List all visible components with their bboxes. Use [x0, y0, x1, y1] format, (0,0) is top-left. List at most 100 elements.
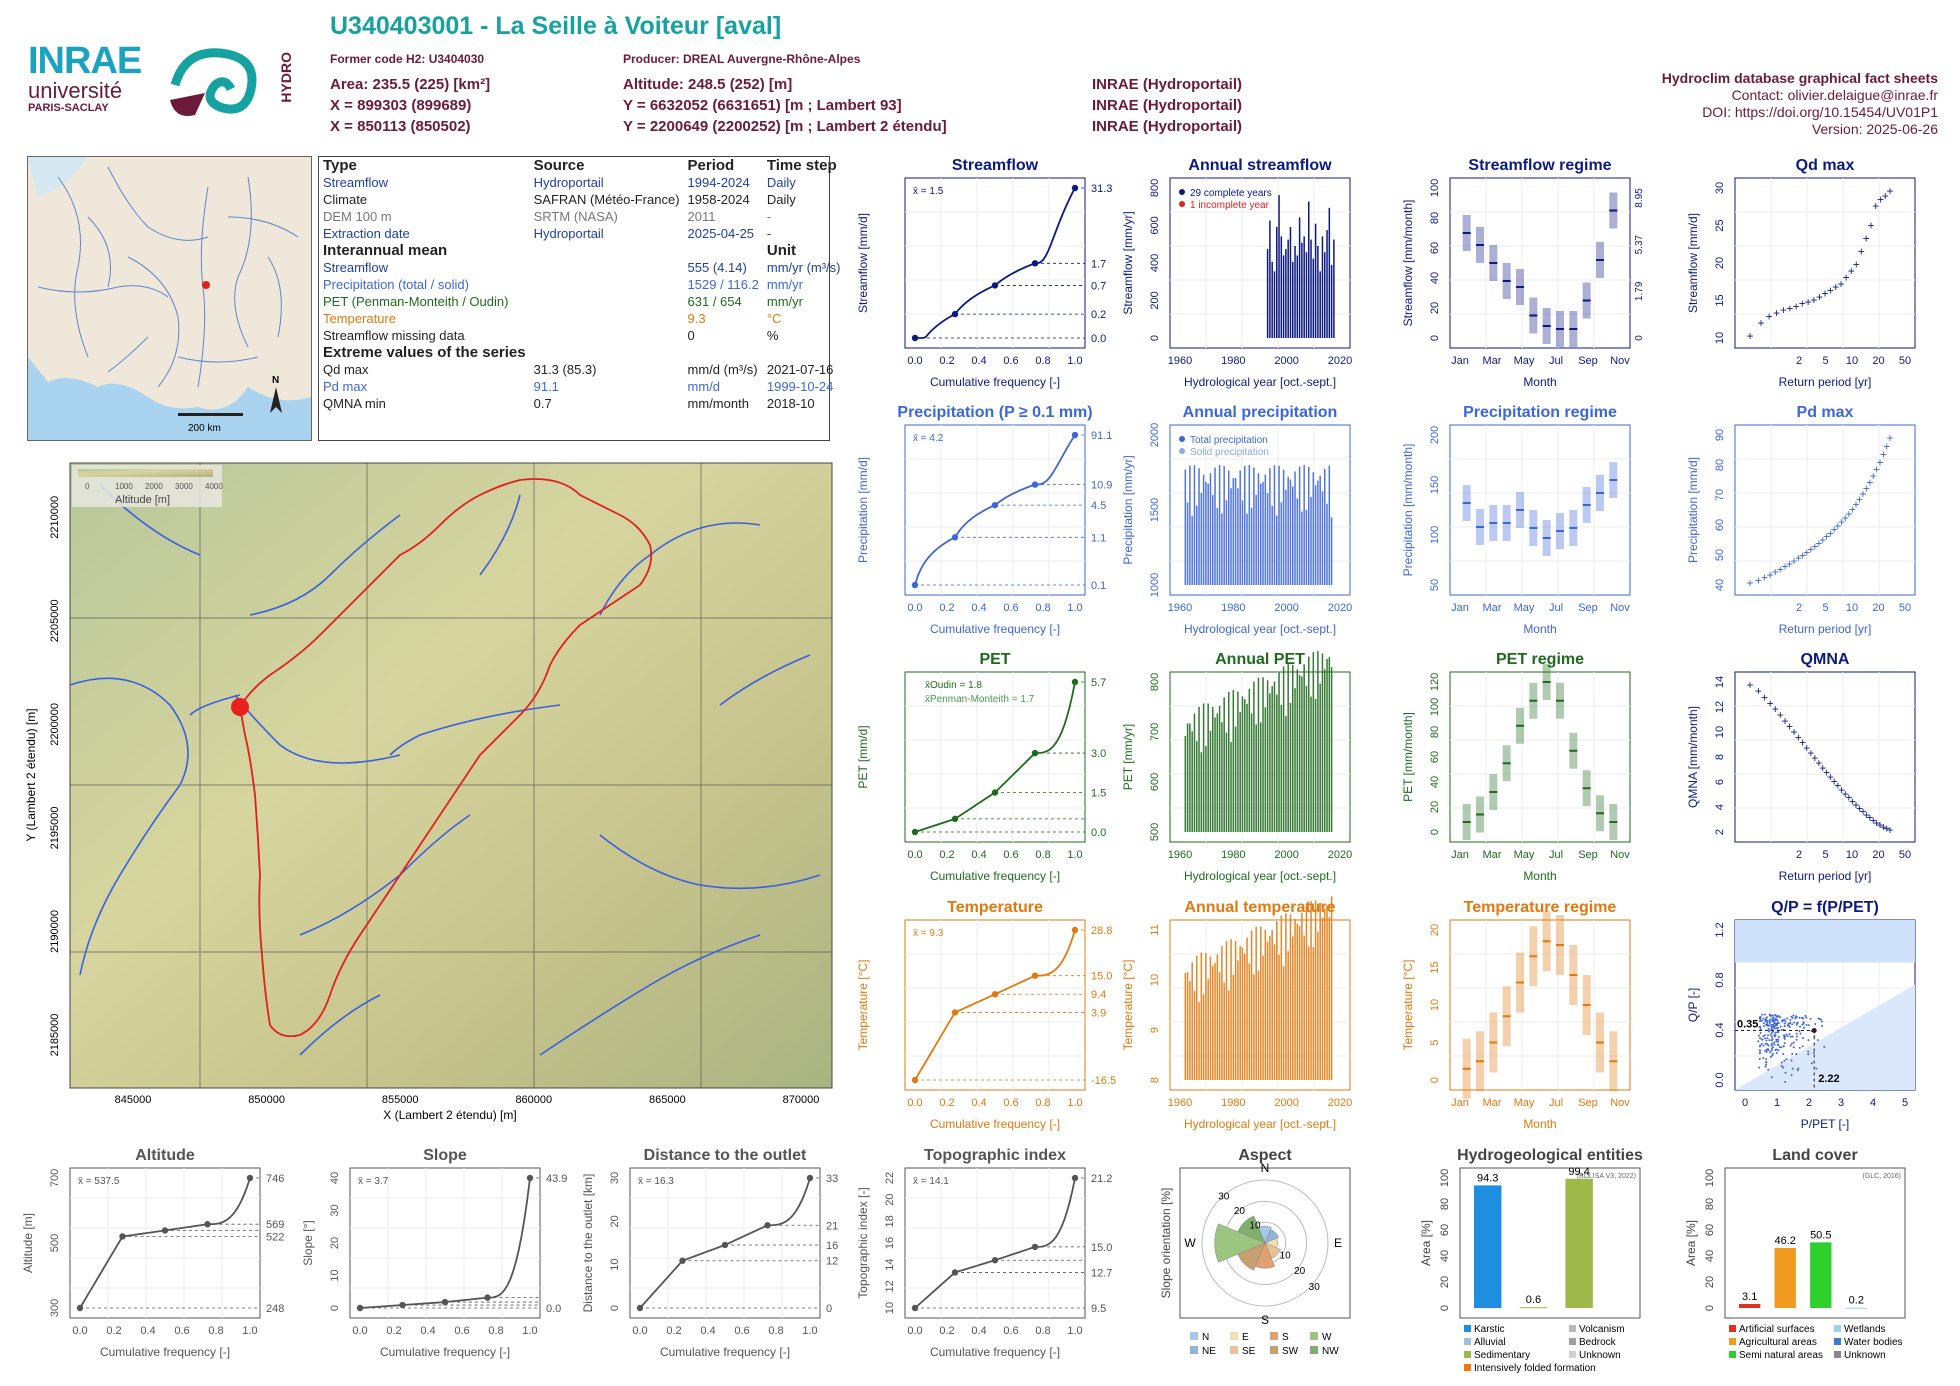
chart-annual_pet-bar — [1317, 651, 1319, 832]
chart-qp_ppet-point — [1759, 1044, 1762, 1047]
chart-aspect-sector — [1264, 1229, 1279, 1244]
chart-pd_max-ytick: 90 — [1714, 429, 1726, 441]
chart-pet_regime-box — [1609, 804, 1618, 840]
chart-annual_pet-bar — [1241, 696, 1244, 832]
info-mean-cell: mm/yr (m³/s) — [766, 260, 841, 275]
chart-qp_ppet-point — [1810, 1030, 1813, 1033]
chart-qp_ppet-point — [1774, 1019, 1777, 1022]
chart-qp_ppet-point — [1783, 1018, 1786, 1021]
chart-annual_temperature-bar — [1257, 970, 1260, 1080]
chart-qp_ppet-point — [1771, 1035, 1774, 1038]
chart-annual_temperature-bar — [1278, 954, 1280, 1080]
chart-precipitation_regime-box — [1609, 462, 1618, 498]
chart-altitude-right-tick: 746 — [266, 1173, 284, 1185]
info-mean-row: Streamflow 555 (4.14) mm/yr (m³/s) — [319, 259, 845, 276]
chart-qp_ppet-point — [1770, 1020, 1773, 1023]
chart-land_cover-legend-swatch — [1729, 1325, 1736, 1332]
chart-annual_precipitation-bar — [1330, 517, 1333, 585]
chart-qp_ppet-point — [1798, 1016, 1801, 1019]
chart-annual_precipitation-bar — [1305, 509, 1308, 585]
chart-slope-ytick: 40 — [329, 1172, 341, 1184]
chart-annual_precipitation-legend-item: Solid precipitation — [1190, 447, 1269, 458]
chart-precipitation_regime-xlabel: Month — [1523, 622, 1556, 636]
chart-streamflow_regime-right-tick: 0 — [1634, 335, 1645, 341]
chart-qp_ppet-point — [1770, 1029, 1773, 1032]
chart-annual_streamflow-bar — [1301, 242, 1303, 338]
fact-sheet-info: Hydroclim database graphical fact sheets… — [1662, 70, 1938, 138]
chart-annual_precipitation-bar — [1239, 470, 1241, 585]
logo-paris-text: PARIS-SACLAY — [28, 102, 109, 114]
chart-annual_temperature-xtick: 1980 — [1221, 1097, 1245, 1109]
chart-temperature-xtick: 1.0 — [1067, 1097, 1082, 1109]
chart-qmna-point: + — [1799, 736, 1806, 750]
chart-precipitation-title: Precipitation (P ≥ 0.1 mm) — [897, 404, 1092, 421]
chart-qp_ppet-point — [1765, 1017, 1768, 1020]
chart-pet_regime-title: PET regime — [1496, 651, 1584, 668]
chart-qd_max-point: + — [1816, 290, 1823, 304]
chart-pet_regime-ylabel: PET [mm/month] — [1401, 712, 1415, 802]
chart-annual_pet-bar — [1221, 722, 1223, 832]
altitude-text: Altitude: 248.5 (252) [m] — [623, 76, 793, 93]
chart-land_cover-legend-item: Artificial surfaces — [1739, 1324, 1815, 1335]
chart-land_cover: Land cover Area [%] (GLC, 2016) 0 20 40 60 80 10… — [1684, 1147, 1906, 1361]
chart-annual_pet-bar — [1234, 726, 1237, 832]
chart-annual_streamflow-ylabel: Streamflow [mm/yr] — [1121, 211, 1135, 314]
chart-qp_ppet-point — [1807, 1050, 1810, 1053]
chart-annual_temperature-bar — [1285, 913, 1287, 1080]
chart-qp_ppet-point — [1771, 1014, 1774, 1017]
chart-qd_max-point: + — [1780, 303, 1787, 317]
chart-streamflow_regime-box — [1556, 311, 1564, 347]
chart-pet-point — [951, 815, 959, 823]
contact[interactable]: Contact: olivier.delaigue@inrae.fr — [1731, 87, 1938, 103]
doi-link[interactable]: DOI: https://doi.org/10.15454/UV01P1 — [1702, 104, 1938, 120]
chart-annual_pet-bar — [1308, 656, 1310, 832]
scale-label: 200 km — [188, 423, 221, 434]
info-extreme-row-cell: QMNA min — [323, 396, 386, 411]
chart-qp_ppet-point — [1771, 1025, 1774, 1028]
chart-pd_max-point: + — [1772, 565, 1779, 579]
chart-slope-curve — [359, 1177, 531, 1309]
chart-topo_index-right-tick: 21.2 — [1091, 1173, 1112, 1185]
chart-qp_ppet-point — [1781, 1020, 1784, 1023]
chart-annual_precipitation-bar — [1292, 486, 1294, 585]
chart-qp_ppet-point — [1780, 1061, 1783, 1064]
chart-aspect-legend-swatch — [1310, 1332, 1318, 1340]
chart-streamflow-curve — [915, 187, 1076, 339]
chart-qp_ppet-point — [1768, 1029, 1771, 1032]
chart-qp_ppet-point — [1770, 1025, 1773, 1028]
chart-qp_ppet-point — [1774, 1049, 1777, 1052]
chart-temperature_regime-ylabel: Temperature [°C] — [1401, 960, 1415, 1051]
chart-qp_ppet-annot-qp: 0.35 — [1737, 1019, 1758, 1031]
chart-qp_ppet-point — [1795, 1016, 1798, 1019]
chart-annual_streamflow-bar — [1305, 252, 1308, 338]
chart-annual_streamflow-bar — [1285, 249, 1287, 338]
info-extreme-head-row-cell — [684, 344, 763, 361]
chart-distance-xtick: 0.2 — [666, 1325, 681, 1337]
chart-topo_index-curve — [914, 1177, 1076, 1309]
chart-streamflow-point — [951, 310, 959, 318]
chart-temperature_regime-xtick: Jan — [1451, 1097, 1469, 1109]
chart-altitude-point — [246, 1174, 254, 1182]
chart-temperature_regime-box — [1476, 1031, 1484, 1092]
chart-qp_ppet-point — [1798, 1046, 1801, 1049]
chart-precipitation: Precipitation (P ≥ 0.1 mm) Cumulative fre… — [856, 404, 1112, 636]
chart-qd_max-point: + — [1882, 189, 1889, 203]
chart-qmna-point: + — [1815, 756, 1822, 770]
chart-precipitation_regime-box — [1462, 485, 1471, 521]
chart-annual_precipitation-bar — [1221, 513, 1223, 585]
chart-qp_ppet-point — [1764, 1042, 1767, 1045]
chart-precipitation-right-tick: 10.9 — [1091, 480, 1112, 492]
chart-annual_temperature-bar — [1305, 905, 1308, 1080]
chart-aspect-legend-swatch — [1190, 1332, 1198, 1340]
chart-aspect-legend-swatch — [1270, 1346, 1278, 1354]
info-mean-cell: Streamflow missing data — [323, 328, 465, 343]
chart-qmna-ytick: 12 — [1714, 701, 1726, 713]
info-extreme-row-cell: 2021-07-16 — [766, 362, 834, 377]
chart-precipitation_regime-box — [1489, 505, 1498, 541]
chart-land_cover-ytick: 60 — [1704, 1224, 1716, 1236]
chart-hydrogeology-title: Hydrogeological entities — [1457, 1147, 1643, 1164]
chart-altitude-xtick: 0.6 — [174, 1325, 189, 1337]
chart-precipitation-right-tick: 0.1 — [1091, 580, 1106, 592]
chart-qp_ppet-point — [1768, 1022, 1771, 1025]
chart-annual_temperature-bar — [1330, 896, 1333, 1080]
